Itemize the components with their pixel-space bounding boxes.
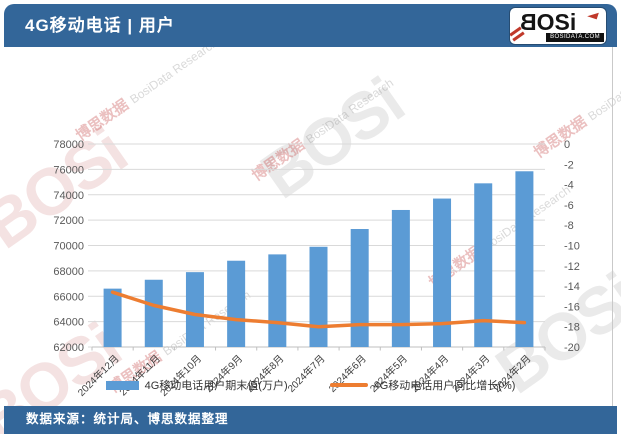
x-axis xyxy=(91,346,546,351)
logo-wordmark: BOSi xyxy=(520,9,577,35)
bar-2024年12月 xyxy=(103,288,122,347)
bar-2024年5月 xyxy=(391,209,410,347)
page-title: 4G移动电话 | 用户 xyxy=(25,16,175,35)
bosi-logo: BOSi BOSIDATA.COM xyxy=(510,8,606,44)
combo-chart: 62000 64000 66000 68000 70000 72000 74000 76000… xyxy=(53,139,580,399)
bar-2024年10月 xyxy=(185,272,204,347)
y-axis-right-label: -6 xyxy=(564,200,574,212)
y-axis-right-label: -20 xyxy=(564,342,580,354)
line-series-swatch-icon xyxy=(329,383,368,387)
bar-2024年2月 xyxy=(515,171,534,347)
growth-line xyxy=(110,290,527,329)
y-axis-left-label: 72000 xyxy=(53,215,84,227)
bar-series-swatch-icon xyxy=(105,380,139,390)
gridlines xyxy=(88,143,545,348)
y-axis-right-label: -8 xyxy=(564,220,574,232)
y-axis-left-label: 74000 xyxy=(53,190,84,202)
line-series xyxy=(110,290,527,329)
y-axis-left-label: 66000 xyxy=(53,291,84,303)
bar-2024年6月 xyxy=(350,229,369,347)
footer: 数据来源：统计局、博思数据整理 xyxy=(4,406,617,434)
legend-item-bar-series: 4G移动电话用户期末值(万户) xyxy=(105,377,288,393)
logo-accent-icon xyxy=(587,9,599,20)
chart-area: 62000 64000 66000 68000 70000 72000 74000 76000… xyxy=(4,47,613,406)
legend-label: 4G移动电话用户同比增长(%) xyxy=(373,380,516,392)
y-axis-left-label: 68000 xyxy=(53,266,84,278)
legend-label: 4G移动电话用户期末值(万户) xyxy=(144,380,288,392)
bar-2024年9月 xyxy=(227,260,246,347)
bar-2024年7月 xyxy=(309,246,328,347)
bar-2024年3月 xyxy=(474,183,493,347)
y-axis-left-label: 70000 xyxy=(53,241,84,253)
bar-2024年4月 xyxy=(433,198,452,347)
y-axis-right: 0 -2 -4 -6 -8 -10 -12 -14 -16 -18 -20 xyxy=(564,139,580,354)
y-axis-right-label: 0 xyxy=(564,139,570,151)
y-axis-left-label: 64000 xyxy=(53,317,84,329)
y-axis-right-label: -18 xyxy=(564,322,580,334)
bar-2024年11月 xyxy=(144,279,163,347)
y-axis-right-label: -2 xyxy=(564,159,574,171)
y-axis-right-label: -16 xyxy=(564,301,580,313)
y-axis-left-label: 78000 xyxy=(53,139,84,151)
data-source: 数据来源：统计局、博思数据整理 xyxy=(26,412,229,426)
chart-legend: 4G移动电话用户期末值(万户) 4G移动电话用户同比增长(%) xyxy=(0,374,621,396)
y-axis-left-label: 62000 xyxy=(53,342,84,354)
y-axis-right-label: -10 xyxy=(564,241,580,253)
y-axis-left: 62000 64000 66000 68000 70000 72000 74000 76000… xyxy=(53,139,84,354)
header: 4G移动电话 | 用户 BOSi BOSIDATA.COM xyxy=(4,4,617,47)
bar-2024年8月 xyxy=(268,254,287,347)
y-axis-right-label: -14 xyxy=(564,281,580,293)
y-axis-right-label: -12 xyxy=(564,261,580,273)
logo-domain: BOSIDATA.COM xyxy=(546,33,604,42)
y-axis-right-label: -4 xyxy=(564,180,574,192)
legend-item-line-series: 4G移动电话用户同比增长(%) xyxy=(329,377,516,393)
y-axis-left-label: 76000 xyxy=(53,164,84,176)
